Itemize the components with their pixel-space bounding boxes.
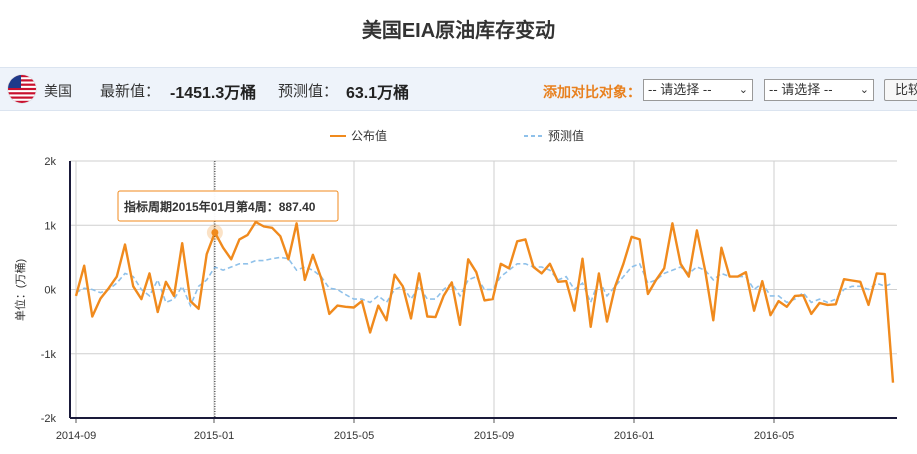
x-tick-label: 2015-05: [334, 430, 374, 442]
y-tick-label: 0k: [44, 285, 56, 297]
x-tick-label: 2015-01: [194, 430, 234, 442]
legend-label-forecast: 预测值: [548, 128, 584, 143]
x-tick-label: 2015-09: [474, 430, 514, 442]
hover-point: [211, 228, 219, 236]
tooltip-text: 指标周期2015年01月第4周：887.40: [124, 199, 316, 214]
x-tick-label: 2016-01: [614, 430, 654, 442]
y-tick-label: 1k: [44, 220, 56, 232]
compare-select-1[interactable]: -- 请选择 -- ⌄: [643, 79, 753, 101]
info-bar: 美国 最新值： -1451.3万桶 预测值： 63.1万桶 添加对比对象： --…: [0, 67, 917, 111]
latest-value-label: 最新值：: [100, 83, 161, 100]
latest-value: -1451.3万桶: [170, 85, 257, 102]
country-name: 美国: [44, 83, 72, 99]
compare-select-1-value: -- 请选择 --: [648, 82, 712, 97]
compare-target-label: 添加对比对象：: [543, 84, 641, 100]
forecast-value-label: 预测值：: [278, 83, 339, 100]
x-tick-label: 2016-05: [754, 430, 794, 442]
compare-select-2[interactable]: -- 请选择 -- ⌄: [764, 79, 874, 101]
y-axis-label: 单位：(万桶): [13, 259, 27, 321]
chevron-down-icon: ⌄: [738, 84, 748, 96]
y-tick-label: 2k: [44, 156, 56, 168]
series-line-forecast: [75, 256, 894, 308]
us-flag-icon: [8, 75, 36, 103]
compare-select-2-value: -- 请选择 --: [769, 82, 833, 97]
forecast-value: 63.1万桶: [346, 85, 410, 102]
tooltip-box: [117, 190, 339, 222]
chevron-down-icon: ⌄: [859, 84, 869, 96]
page-title: 美国EIA原油库存变动: [361, 20, 556, 42]
x-tick-label: 2014-09: [56, 430, 96, 442]
y-tick-label: -2k: [41, 413, 57, 425]
y-tick-label: -1k: [41, 349, 57, 361]
series-line-published: [74, 220, 895, 383]
legend-label-published: 公布值: [351, 128, 387, 143]
compare-button[interactable]: 比较: [884, 79, 917, 101]
